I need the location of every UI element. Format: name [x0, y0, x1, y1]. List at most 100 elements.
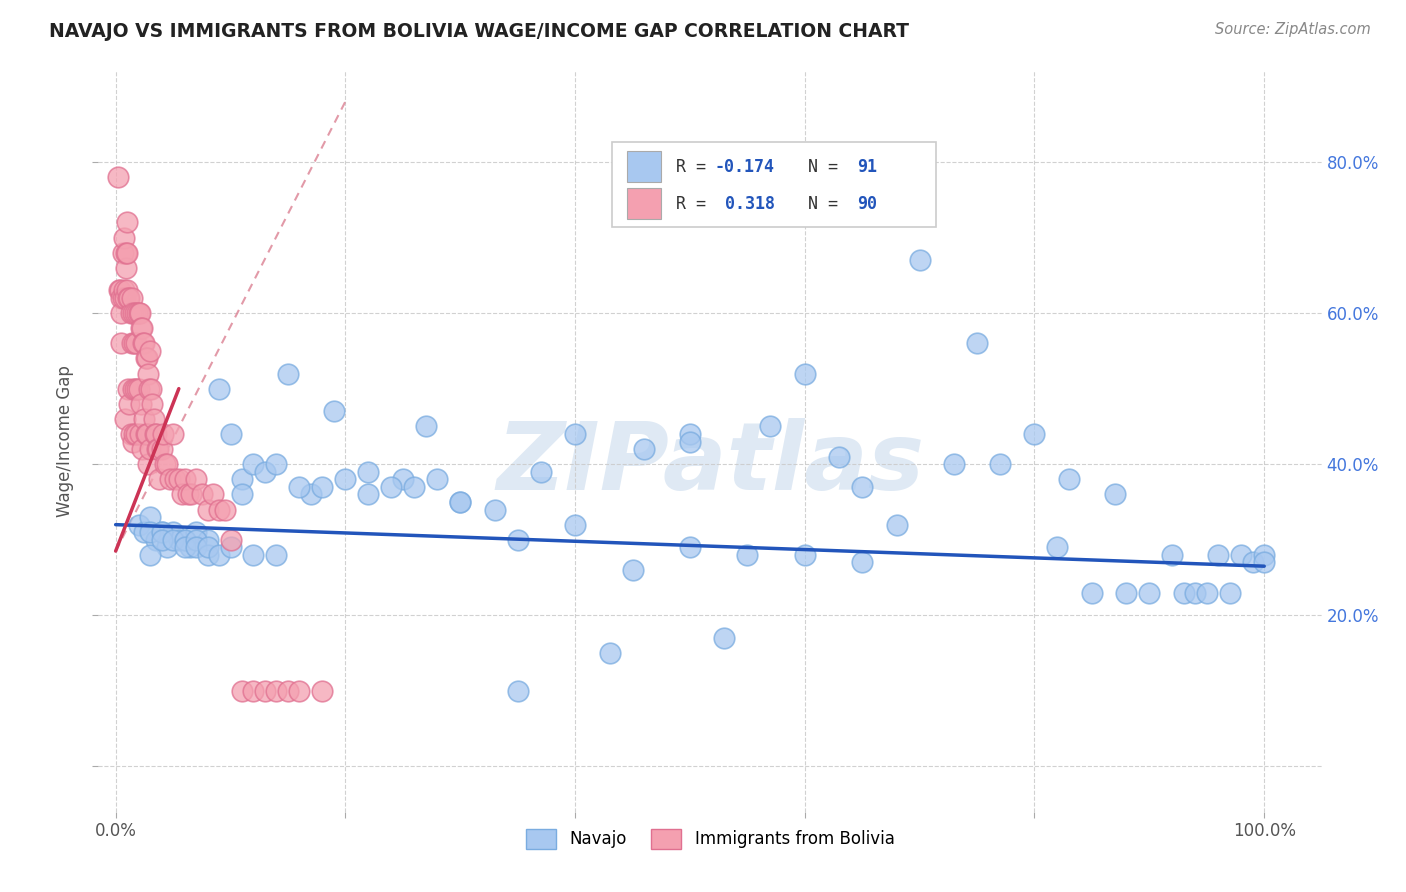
Point	[1104, 487, 1126, 501]
Point	[231, 683, 253, 698]
Point	[146, 442, 169, 456]
Point	[122, 382, 145, 396]
Point	[110, 291, 132, 305]
Point	[793, 548, 815, 562]
Point	[311, 683, 333, 698]
Point	[111, 291, 134, 305]
Point	[128, 382, 150, 396]
Point	[127, 382, 149, 396]
Point	[115, 260, 138, 275]
Point	[1230, 548, 1253, 562]
Point	[162, 525, 184, 540]
Point	[197, 533, 219, 547]
Point	[828, 450, 851, 464]
Point	[219, 541, 242, 555]
FancyBboxPatch shape	[612, 142, 936, 227]
Point	[530, 465, 553, 479]
Point	[679, 427, 702, 442]
Point	[122, 427, 145, 442]
Point	[506, 533, 529, 547]
Text: R =: R =	[676, 158, 716, 176]
Point	[173, 533, 195, 547]
Point	[966, 336, 988, 351]
Point	[1206, 548, 1229, 562]
Point	[128, 427, 150, 442]
Point	[449, 495, 471, 509]
Point	[1057, 472, 1080, 486]
Point	[184, 472, 207, 486]
Point	[1253, 548, 1275, 562]
Point	[139, 510, 162, 524]
Point	[208, 502, 231, 516]
Point	[115, 245, 138, 260]
Point	[1173, 585, 1195, 599]
Point	[135, 427, 157, 442]
Point	[988, 457, 1011, 471]
Point	[266, 548, 288, 562]
Point	[108, 284, 131, 298]
Point	[357, 465, 380, 479]
Point	[288, 683, 311, 698]
Y-axis label: Wage/Income Gap: Wage/Income Gap	[56, 366, 75, 517]
Point	[173, 472, 195, 486]
Point	[184, 541, 207, 555]
Point	[633, 442, 655, 456]
Point	[851, 556, 873, 570]
Text: ZIPatlas: ZIPatlas	[496, 417, 924, 509]
Point	[107, 170, 129, 185]
Point	[117, 291, 139, 305]
Point	[1161, 548, 1184, 562]
Point	[129, 321, 152, 335]
Text: 0.318: 0.318	[714, 194, 775, 213]
Point	[172, 487, 194, 501]
Point	[908, 253, 931, 268]
Point	[266, 683, 288, 698]
Text: Source: ZipAtlas.com: Source: ZipAtlas.com	[1215, 22, 1371, 37]
Point	[1081, 585, 1104, 599]
Point	[713, 631, 735, 645]
Point	[134, 412, 156, 426]
Point	[277, 367, 299, 381]
Point	[191, 487, 214, 501]
Point	[173, 541, 195, 555]
Point	[120, 427, 142, 442]
Point	[759, 419, 782, 434]
Point	[110, 306, 132, 320]
Point	[145, 427, 167, 442]
Point	[277, 683, 299, 698]
Point	[506, 683, 529, 698]
Point	[139, 442, 162, 456]
Point	[391, 472, 413, 486]
Point	[145, 533, 167, 547]
Point	[1184, 585, 1206, 599]
Text: N =: N =	[789, 194, 848, 213]
Point	[143, 427, 166, 442]
Point	[112, 230, 135, 244]
Point	[242, 548, 264, 562]
Point	[134, 351, 156, 366]
Point	[127, 306, 149, 320]
Point	[484, 502, 506, 516]
Point	[152, 427, 174, 442]
Point	[679, 434, 702, 449]
Point	[125, 336, 148, 351]
Point	[177, 487, 200, 501]
Point	[564, 517, 586, 532]
Point	[214, 502, 236, 516]
Point	[131, 321, 153, 335]
Point	[156, 457, 179, 471]
Point	[124, 382, 146, 396]
Point	[851, 480, 873, 494]
Point	[335, 472, 357, 486]
Point	[132, 336, 155, 351]
Point	[219, 427, 242, 442]
Point	[1137, 585, 1160, 599]
Point	[146, 442, 169, 456]
Point	[139, 548, 162, 562]
Point	[138, 382, 160, 396]
Point	[135, 351, 157, 366]
Point	[322, 404, 344, 418]
Point	[139, 343, 162, 358]
Point	[118, 397, 141, 411]
Point	[122, 336, 145, 351]
